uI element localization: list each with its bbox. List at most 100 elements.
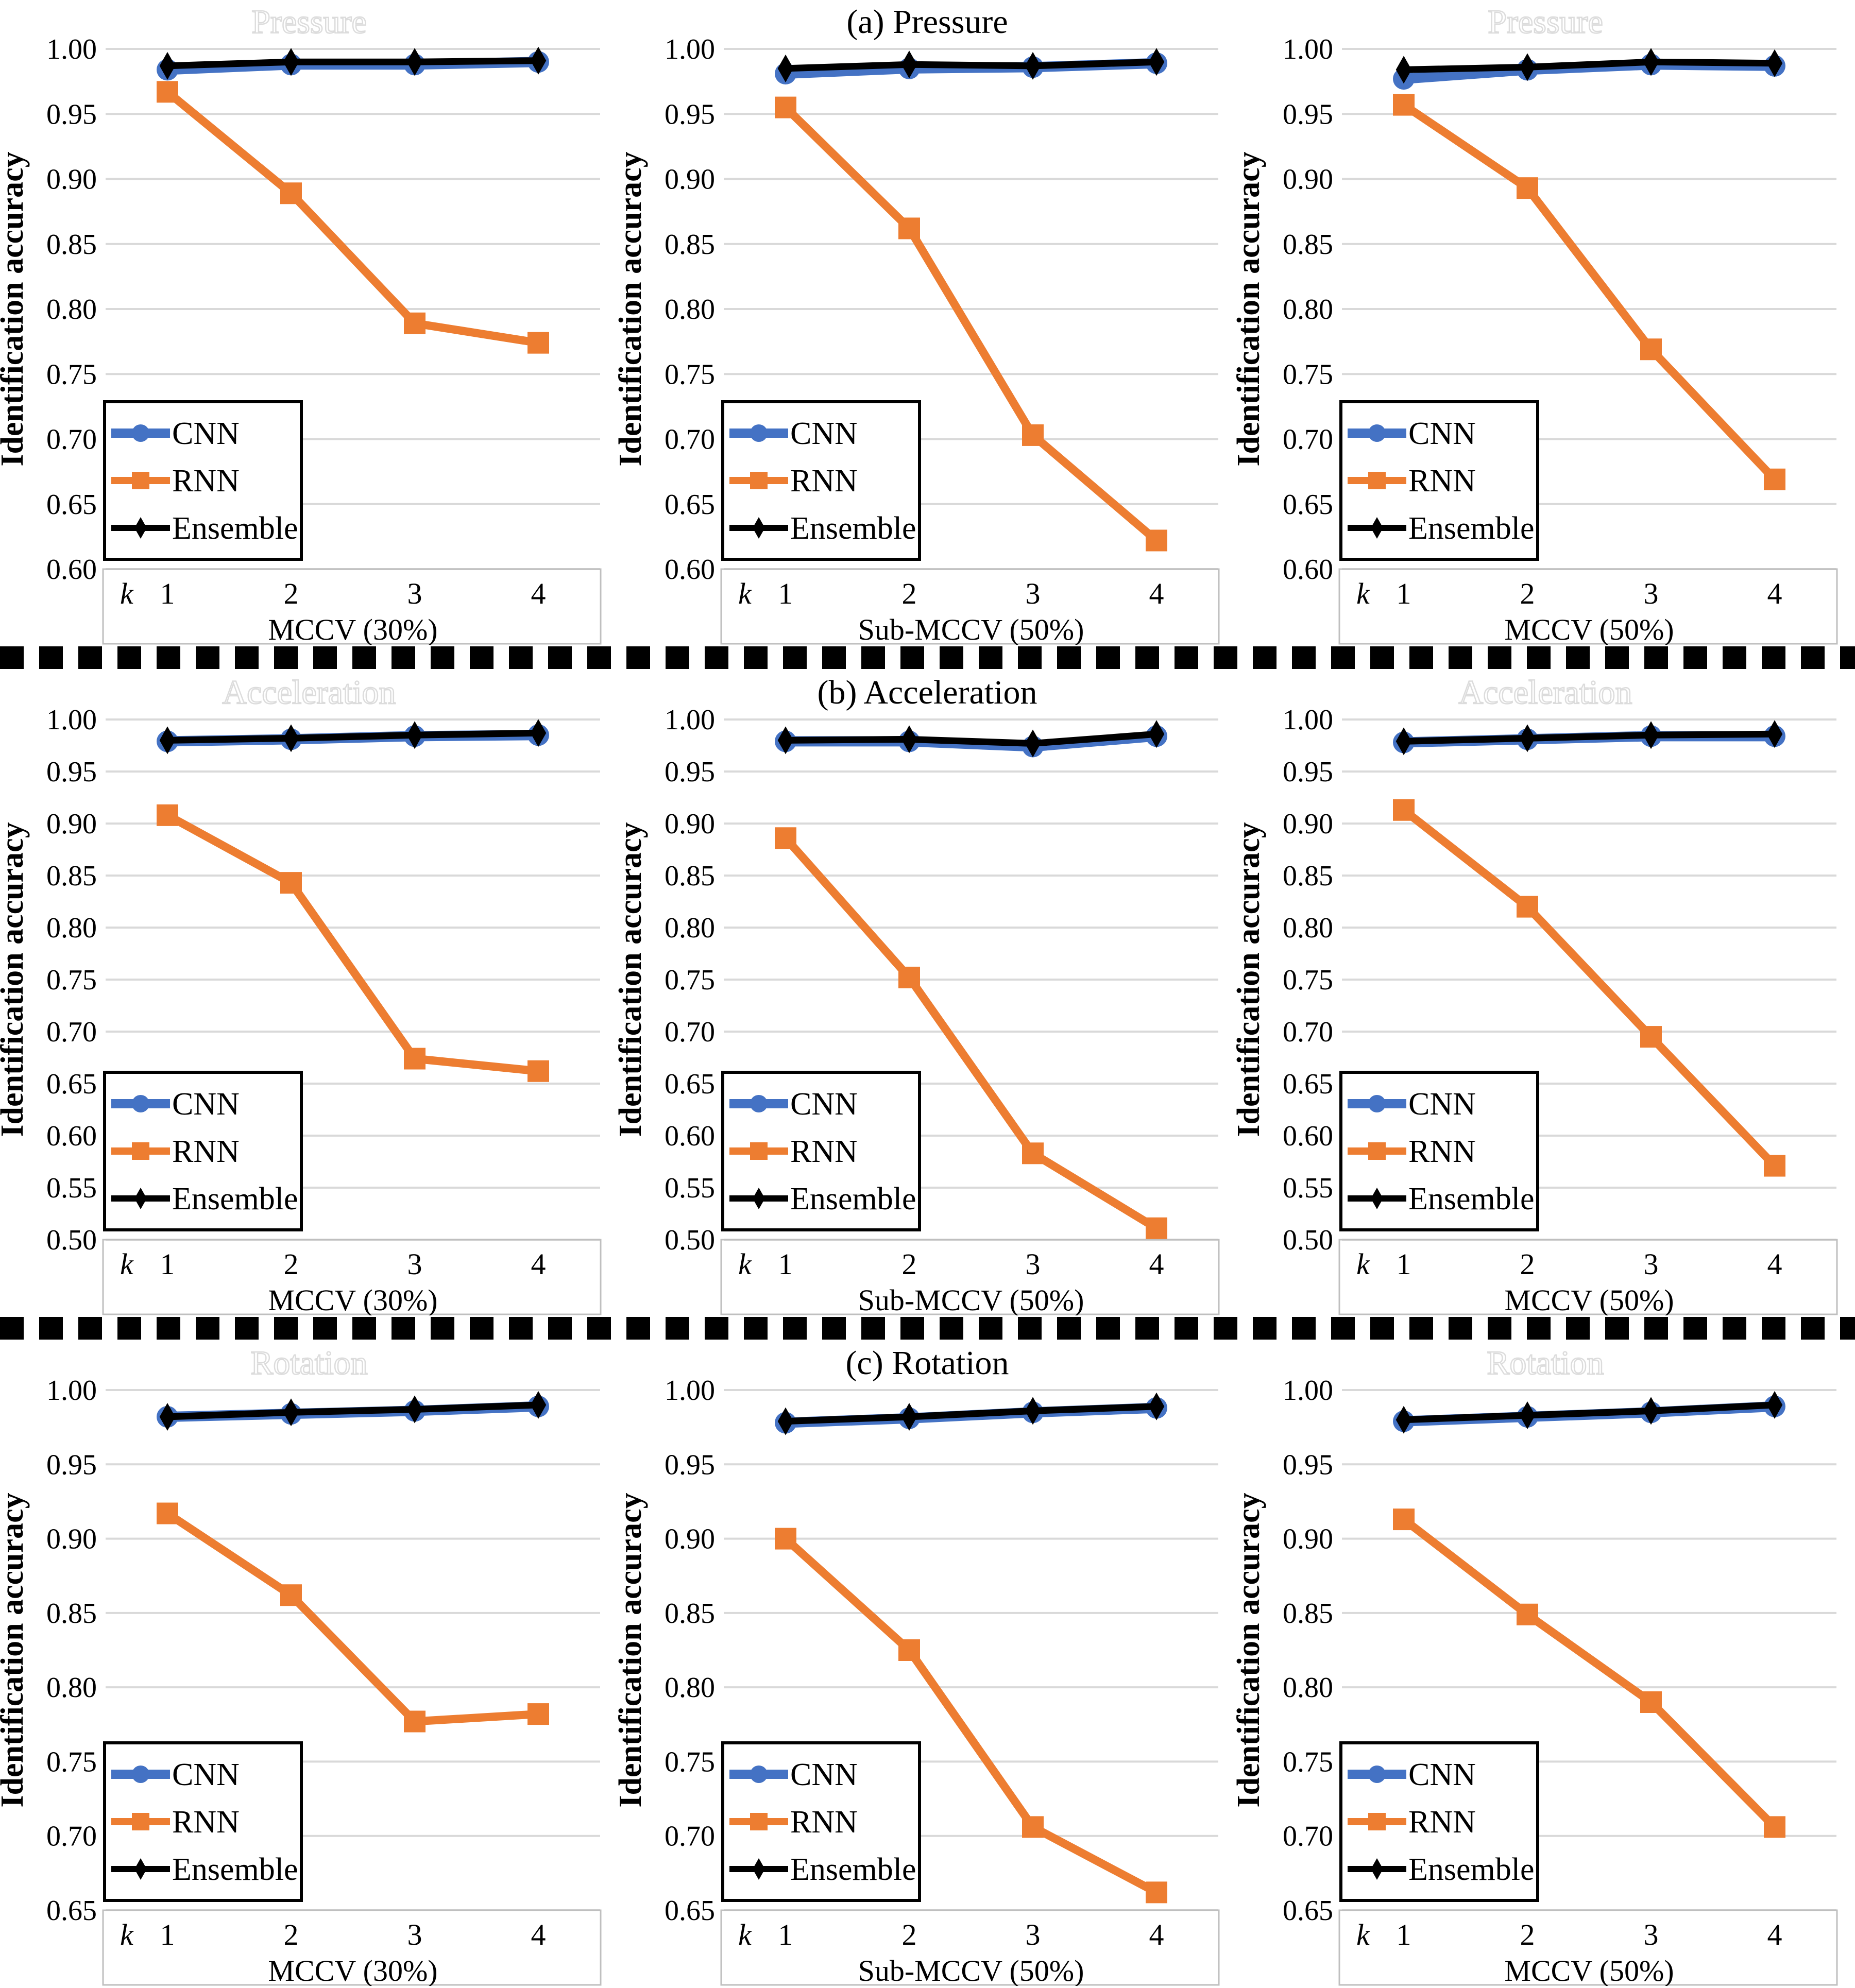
x-tick-label: 1 bbox=[160, 1247, 175, 1281]
legend-item-rnn: RNN bbox=[1348, 464, 1476, 499]
x-tick-label: 1 bbox=[160, 1918, 175, 1951]
x-tick-label: 2 bbox=[902, 577, 917, 610]
square-icon bbox=[1368, 1813, 1386, 1830]
legend-item-ensemble: Ensemble bbox=[729, 1181, 916, 1216]
y-tick-label: 0.80 bbox=[46, 294, 97, 325]
chart-1-0: Acceleration 1.00 0.95 0.90 0.85 0.80 0.75 0.70… bbox=[0, 671, 618, 1315]
y-tick-label: 0.55 bbox=[46, 1172, 97, 1204]
k-label: k bbox=[120, 577, 134, 610]
y-tick-label: 0.95 bbox=[46, 1449, 97, 1481]
legend-item-ensemble: Ensemble bbox=[1348, 511, 1535, 546]
x-tick-label: 3 bbox=[1026, 577, 1041, 610]
y-tick-label: 0.65 bbox=[665, 489, 715, 521]
ghost-title: Acceleration bbox=[222, 674, 396, 711]
x-tick-label: 2 bbox=[902, 1247, 917, 1281]
x-tick-label: 4 bbox=[1149, 1918, 1164, 1951]
y-tick-label: 0.95 bbox=[1283, 756, 1333, 788]
legend: CNN RNN Ensemble bbox=[721, 1741, 921, 1902]
x-tick-label: 2 bbox=[1520, 1918, 1535, 1951]
chart-caption: (a) Pressure bbox=[846, 3, 1008, 41]
ensemble-marker bbox=[1519, 1401, 1536, 1430]
x-axis-box bbox=[102, 1239, 602, 1315]
y-tick-label: 0.60 bbox=[1283, 1120, 1333, 1152]
legend-label: RNN bbox=[790, 464, 858, 499]
x-tick-label: 3 bbox=[407, 577, 422, 610]
rnn-marker bbox=[775, 827, 796, 849]
legend-item-rnn: RNN bbox=[729, 464, 858, 499]
rnn-marker bbox=[1146, 1217, 1167, 1239]
ensemble-marker bbox=[901, 725, 917, 753]
rnn-marker bbox=[1517, 896, 1538, 918]
legend-item-cnn: CNN bbox=[111, 1087, 240, 1122]
legend-item-rnn: RNN bbox=[729, 1134, 858, 1169]
ensemble-marker bbox=[1148, 1392, 1165, 1420]
legend-label: Ensemble bbox=[1408, 511, 1535, 546]
x-axis-box bbox=[1338, 1239, 1838, 1315]
rnn-marker bbox=[404, 1048, 426, 1070]
y-tick-label: 0.80 bbox=[46, 1672, 97, 1704]
x-axis-title: MCCV (30%) bbox=[268, 1954, 437, 1986]
k-label: k bbox=[120, 1247, 134, 1281]
ensemble-line bbox=[782, 1403, 1160, 1425]
circle-icon bbox=[132, 1095, 149, 1112]
square-icon bbox=[1368, 1142, 1386, 1160]
y-tick-label: 0.75 bbox=[665, 964, 715, 996]
legend-label: RNN bbox=[790, 1134, 858, 1169]
rnn-marker bbox=[157, 1502, 178, 1524]
ensemble-marker bbox=[283, 1398, 299, 1427]
x-tick-label: 3 bbox=[1026, 1247, 1041, 1281]
diamond-icon bbox=[1371, 1858, 1383, 1880]
y-tick-label: 0.60 bbox=[46, 554, 97, 586]
rnn-marker bbox=[1022, 1142, 1044, 1164]
rnn-marker bbox=[527, 1060, 549, 1082]
legend: CNN RNN Ensemble bbox=[1339, 400, 1539, 561]
x-tick-label: 4 bbox=[1767, 1918, 1782, 1951]
diamond-icon bbox=[753, 517, 765, 539]
y-tick-label: 0.90 bbox=[665, 1523, 715, 1555]
chart-caption: (b) Acceleration bbox=[818, 674, 1037, 711]
y-tick-label: 0.60 bbox=[1283, 554, 1333, 586]
rnn-marker bbox=[898, 966, 920, 988]
legend-item-ensemble: Ensemble bbox=[729, 1852, 916, 1887]
ensemble-marker bbox=[283, 48, 299, 76]
x-axis-box bbox=[102, 1909, 602, 1986]
y-tick-label: 0.75 bbox=[46, 1746, 97, 1778]
row-acceleration: Acceleration 1.00 0.95 0.90 0.85 0.80 0.75 0.70… bbox=[0, 671, 1855, 1315]
legend-item-cnn: CNN bbox=[1348, 416, 1476, 451]
k-label: k bbox=[120, 1918, 134, 1951]
ensemble-line bbox=[164, 1401, 542, 1420]
y-tick-label: 0.70 bbox=[46, 1821, 97, 1853]
chart-svg: Pressure 1.00 0.95 0.90 0.85 0.80 0.75 0.70 0.65… bbox=[1236, 3, 1838, 645]
legend: CNN RNN Ensemble bbox=[1339, 1741, 1539, 1902]
square-icon bbox=[1368, 472, 1386, 489]
ensemble-marker bbox=[406, 48, 423, 76]
y-tick-label: 0.80 bbox=[665, 1672, 715, 1704]
x-tick-label: 1 bbox=[1397, 577, 1411, 610]
x-tick-label: 1 bbox=[778, 577, 793, 610]
y-tick-label: 0.65 bbox=[665, 1068, 715, 1100]
y-tick-label: 0.65 bbox=[1283, 1895, 1333, 1927]
y-tick-label: 0.75 bbox=[1283, 964, 1333, 996]
y-axis-title: Identification accuracy bbox=[0, 151, 30, 466]
x-tick-label: 3 bbox=[1644, 1247, 1659, 1281]
rnn-marker bbox=[898, 217, 920, 239]
ensemble-marker bbox=[283, 724, 299, 752]
ensemble-marker bbox=[1643, 48, 1659, 76]
y-tick-label: 0.90 bbox=[665, 808, 715, 840]
y-tick-label: 0.80 bbox=[1283, 294, 1333, 325]
y-tick-label: 0.70 bbox=[46, 424, 97, 456]
ensemble-marker bbox=[159, 726, 176, 755]
dashed-separator bbox=[0, 646, 1855, 669]
chart-2-1: (c) Rotation 1.00 0.95 0.90 0.85 0.80 0.75 0.70… bbox=[618, 1341, 1236, 1986]
rnn-marker bbox=[404, 1710, 426, 1733]
x-tick-label: 1 bbox=[778, 1247, 793, 1281]
legend-label: RNN bbox=[172, 1805, 240, 1840]
chart-2-0: Rotation 1.00 0.95 0.90 0.85 0.80 0.75 0.70 0.65… bbox=[0, 1341, 618, 1986]
y-tick-label: 0.65 bbox=[46, 1068, 97, 1100]
ensemble-marker bbox=[530, 719, 547, 747]
y-tick-label: 0.65 bbox=[1283, 489, 1333, 521]
y-tick-label: 0.85 bbox=[665, 860, 715, 892]
ensemble-marker bbox=[1025, 729, 1041, 758]
circle-icon bbox=[132, 424, 149, 442]
circle-icon bbox=[750, 1095, 768, 1112]
